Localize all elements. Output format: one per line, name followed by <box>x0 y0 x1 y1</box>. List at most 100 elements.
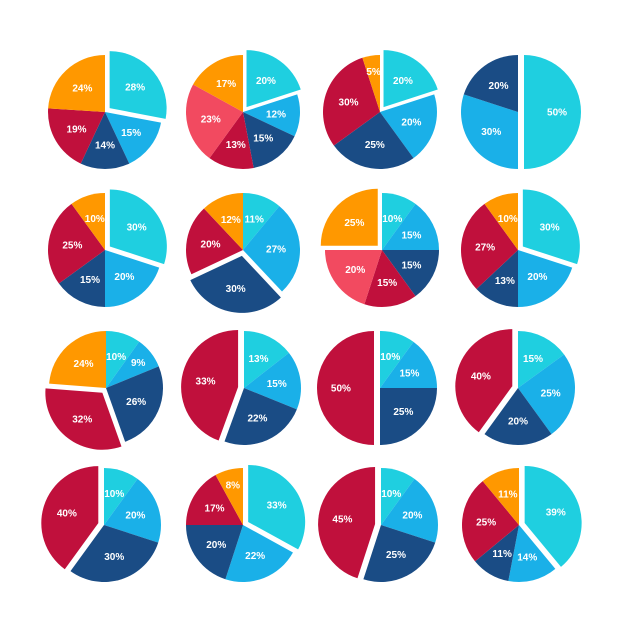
slice-label: 15% <box>523 354 543 365</box>
pie-slice-cyan <box>381 468 415 525</box>
slice-label: 33% <box>196 377 216 388</box>
slice-label: 25% <box>393 407 413 418</box>
pie-slice-navy <box>333 112 414 170</box>
pie-slice-orange <box>71 193 105 250</box>
slice-label: 30% <box>127 223 147 234</box>
slice-label: 10% <box>85 214 105 225</box>
pie-slice-navy <box>363 525 436 582</box>
pie-6: 11% 27% 30% 20% 12% <box>186 193 301 313</box>
pie-slice-cyan <box>518 331 565 388</box>
pie-slice-navy <box>80 112 130 169</box>
slice-label: 50% <box>547 108 567 119</box>
slice-label: 11% <box>498 489 518 500</box>
pie-14: 33% 22% 20% 17% 8% <box>186 464 306 582</box>
slice-label: 33% <box>267 501 287 512</box>
slice-label: 45% <box>332 514 352 525</box>
slice-label: 5% <box>366 67 381 78</box>
pie-2: 20% 12% 15% 13% 23% 17% <box>186 50 301 169</box>
pie-slice-cyan <box>109 189 167 265</box>
pie-slice-light_blue <box>105 250 160 307</box>
slice-label: 40% <box>471 371 491 382</box>
slice-label: 20% <box>527 272 547 283</box>
slice-label: 39% <box>546 507 566 518</box>
pie-slice-crimson <box>45 388 122 450</box>
slice-label: 8% <box>226 481 241 492</box>
pie-slice-crimson <box>48 203 105 284</box>
pie-slice-navy <box>190 255 281 313</box>
slice-label: 10% <box>381 489 401 500</box>
slice-label: 12% <box>266 110 286 121</box>
pie-slice-light_blue <box>105 112 161 164</box>
pie-slice-crimson <box>48 108 105 164</box>
slice-label: 24% <box>74 359 94 370</box>
pie-slice-light_blue <box>244 352 301 410</box>
pie-slice-navy <box>224 388 297 445</box>
slice-label: 25% <box>541 389 561 400</box>
slice-label: 20% <box>489 81 509 92</box>
pie-slice-navy <box>382 250 439 297</box>
slice-label: 9% <box>131 358 146 369</box>
pie-slice-light_blue <box>381 478 438 543</box>
pie-slice-cyan <box>243 193 280 250</box>
slice-label: 13% <box>248 354 268 365</box>
pie-slice-cyan <box>246 50 301 108</box>
pie-slice-light_blue <box>104 478 161 543</box>
pie-slice-navy <box>476 250 518 307</box>
pie-12: 15% 25% 20% 40% <box>455 329 575 445</box>
pie-slice-navy <box>70 525 159 582</box>
pie-slice-cyan <box>244 331 289 388</box>
slice-label: 25% <box>386 550 406 561</box>
pie-slice-orange <box>193 55 243 112</box>
pie-slice-light_blue <box>225 525 293 582</box>
slice-label: 27% <box>475 242 495 253</box>
slice-label: 15% <box>80 275 100 286</box>
slice-label: 10% <box>106 352 126 363</box>
pie-slice-orange <box>203 193 243 250</box>
slice-label: 13% <box>226 140 246 151</box>
pie-slice-cyan <box>248 464 306 550</box>
slice-label: 11% <box>244 214 264 225</box>
pies-container: 28%15%14%19%24%20%12%15%13%23%17% 20%20%2… <box>41 50 582 582</box>
slice-label: 25% <box>344 218 364 229</box>
pie-slice-light_blue <box>518 354 575 435</box>
pie-slice-light_blue <box>243 94 300 137</box>
slice-label: 23% <box>201 115 221 126</box>
slice-label: 20% <box>393 76 413 87</box>
slice-label: 30% <box>540 223 560 234</box>
pie-11: 10% 15% 25% 50% <box>317 331 437 445</box>
pie-slice-light_blue <box>380 94 437 159</box>
pie-slice-cyan <box>522 189 580 265</box>
slice-label: 30% <box>481 127 501 138</box>
pie-slice-crimson <box>186 208 243 275</box>
pie-7: 10% 15% 15% 15% 20% 25% <box>320 188 439 307</box>
pie-3: 20% 20% 25% 30% 5% <box>322 50 438 170</box>
slice-label: 15% <box>399 368 419 379</box>
pie-9: 10% 9% 26% 32% 24% <box>45 331 163 450</box>
slice-label: 15% <box>121 128 141 139</box>
pie-slice-cyan <box>104 468 138 525</box>
pie-slice-cyan <box>106 331 140 388</box>
pie-slice-navy <box>58 250 105 307</box>
slice-label: 10% <box>498 214 518 225</box>
slice-label: 20% <box>401 118 421 129</box>
slice-label: 17% <box>205 504 225 515</box>
pie-13: 10%20% 30% 40% <box>41 466 161 582</box>
pie-slice-orange <box>48 55 105 112</box>
pie-slice-cyan <box>383 50 438 108</box>
pie-slice-crimson <box>364 250 416 307</box>
pie-slice-orange <box>320 188 378 246</box>
pie-slice-navy <box>243 112 295 168</box>
pie-slice-navy <box>186 525 243 580</box>
slice-label: 15% <box>267 379 287 390</box>
pie-4: 50% 30% 20% <box>460 55 581 169</box>
pie-slice-orange <box>215 468 243 525</box>
pie-slice-light_blue <box>243 206 301 292</box>
pie-slice-light_blue <box>518 250 573 307</box>
pie-16: 39% 14% 11% 25% 11% <box>461 465 582 582</box>
pie-slice-crimson <box>317 331 374 445</box>
pie-5: 30% 20% 15% 25% 10% <box>48 189 167 307</box>
pie-slice-navy <box>106 366 163 442</box>
slice-label: 24% <box>72 83 92 94</box>
pie-slice-orange <box>362 55 380 112</box>
slice-label: 20% <box>206 540 226 551</box>
